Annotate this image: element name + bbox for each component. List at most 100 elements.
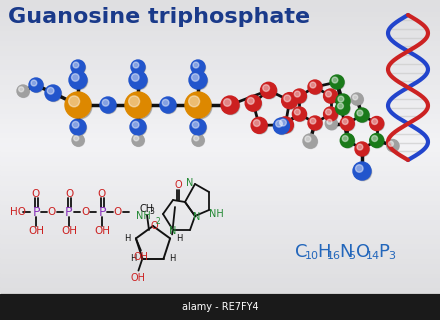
Bar	[0, 223, 440, 229]
Circle shape	[325, 90, 338, 103]
Circle shape	[253, 120, 260, 126]
Circle shape	[69, 96, 80, 107]
Bar	[0, 169, 440, 175]
Circle shape	[191, 73, 208, 90]
Text: H: H	[169, 254, 176, 263]
Bar	[0, 23, 440, 29]
Circle shape	[356, 165, 363, 172]
Circle shape	[323, 107, 337, 121]
Circle shape	[162, 100, 169, 106]
Circle shape	[357, 144, 363, 150]
Circle shape	[245, 95, 261, 111]
Circle shape	[356, 143, 370, 156]
Text: NH: NH	[136, 211, 151, 221]
Circle shape	[73, 136, 79, 141]
Circle shape	[191, 74, 199, 81]
Text: Guanosine triphosphate: Guanosine triphosphate	[8, 7, 310, 27]
Circle shape	[357, 110, 363, 116]
Circle shape	[284, 95, 290, 102]
Circle shape	[353, 95, 358, 100]
Text: O: O	[65, 189, 73, 199]
Text: 14: 14	[366, 251, 380, 261]
Circle shape	[131, 60, 145, 74]
Circle shape	[337, 103, 344, 109]
Circle shape	[251, 117, 267, 133]
Bar	[0, 276, 440, 282]
Text: P: P	[98, 205, 106, 219]
Text: OH: OH	[131, 273, 146, 283]
Bar	[0, 106, 440, 112]
Circle shape	[73, 62, 79, 68]
Circle shape	[260, 82, 276, 98]
Bar	[0, 92, 440, 97]
Circle shape	[341, 118, 355, 131]
Circle shape	[30, 79, 44, 92]
Circle shape	[189, 96, 200, 107]
Circle shape	[133, 62, 139, 68]
Circle shape	[342, 136, 348, 141]
Circle shape	[372, 119, 378, 124]
Circle shape	[190, 119, 206, 135]
Circle shape	[45, 85, 61, 101]
Circle shape	[193, 135, 205, 147]
Text: C: C	[295, 243, 308, 261]
Text: O: O	[150, 221, 158, 231]
Text: O: O	[48, 207, 56, 217]
Circle shape	[370, 116, 384, 131]
Circle shape	[247, 98, 254, 104]
Bar	[0, 145, 440, 151]
Circle shape	[340, 133, 354, 148]
Bar	[0, 28, 440, 34]
Circle shape	[128, 96, 139, 107]
Circle shape	[372, 136, 378, 141]
Bar	[0, 218, 440, 224]
Bar	[0, 43, 440, 49]
Circle shape	[192, 61, 205, 75]
Circle shape	[338, 96, 344, 102]
Bar	[0, 33, 440, 39]
Circle shape	[71, 60, 85, 74]
Text: N: N	[193, 212, 201, 222]
Text: O: O	[174, 180, 182, 190]
Circle shape	[130, 119, 146, 135]
Text: N: N	[339, 243, 352, 261]
Circle shape	[293, 108, 307, 122]
Circle shape	[293, 90, 307, 103]
Circle shape	[388, 140, 399, 152]
Bar	[0, 198, 440, 204]
Circle shape	[308, 116, 322, 130]
Circle shape	[293, 89, 306, 103]
Text: P: P	[65, 205, 73, 219]
Circle shape	[72, 134, 84, 146]
Bar	[0, 294, 440, 320]
Circle shape	[336, 94, 350, 108]
Circle shape	[160, 97, 176, 113]
Text: H: H	[176, 234, 182, 243]
Bar	[0, 281, 440, 287]
Circle shape	[282, 92, 297, 108]
Circle shape	[18, 86, 29, 97]
Bar	[0, 272, 440, 277]
Bar	[0, 135, 440, 141]
Circle shape	[134, 136, 139, 141]
Text: 10: 10	[305, 251, 319, 261]
Circle shape	[355, 142, 369, 156]
Text: N: N	[169, 226, 177, 236]
Text: 16: 16	[327, 251, 341, 261]
Text: CH: CH	[139, 204, 153, 214]
Text: O: O	[32, 189, 40, 199]
Bar	[0, 9, 440, 15]
Circle shape	[71, 120, 87, 136]
Circle shape	[283, 94, 298, 109]
Bar	[0, 38, 440, 44]
Circle shape	[323, 89, 337, 103]
Bar	[0, 247, 440, 253]
Circle shape	[371, 118, 384, 131]
Bar	[0, 160, 440, 165]
Circle shape	[31, 80, 37, 86]
Text: alamy - RE7FY4: alamy - RE7FY4	[182, 302, 258, 312]
Text: O: O	[114, 207, 122, 217]
Bar	[0, 189, 440, 195]
Circle shape	[304, 135, 318, 148]
Text: O: O	[356, 243, 370, 261]
